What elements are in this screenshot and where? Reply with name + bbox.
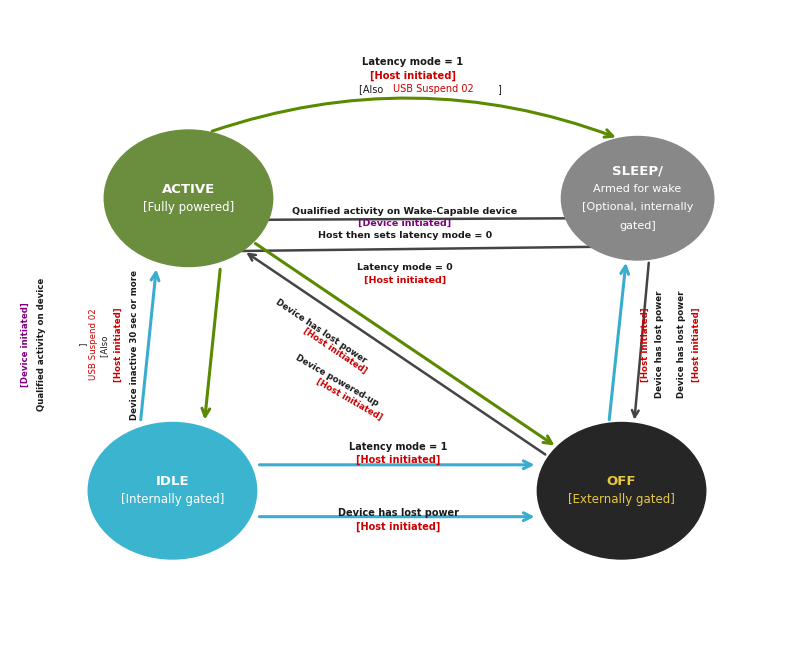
Text: [Host initiated]: [Host initiated] (114, 307, 124, 382)
Text: Device has lost power: Device has lost power (273, 298, 368, 365)
Text: ]: ] (497, 84, 501, 94)
Text: [Internally gated]: [Internally gated] (121, 493, 224, 506)
Text: [Fully powered]: [Fully powered] (143, 201, 234, 214)
Text: IDLE: IDLE (156, 475, 189, 488)
Circle shape (537, 422, 706, 559)
Text: Latency mode = 1: Latency mode = 1 (350, 442, 448, 452)
Text: Device has lost power: Device has lost power (654, 291, 664, 398)
Text: Latency mode = 1: Latency mode = 1 (363, 57, 464, 67)
Text: [Optional, internally: [Optional, internally (582, 202, 693, 213)
Text: USB Suspend 02: USB Suspend 02 (88, 309, 98, 380)
Text: USB Suspend 02: USB Suspend 02 (393, 84, 474, 94)
Text: [Host initiated]: [Host initiated] (356, 455, 441, 465)
Text: ACTIVE: ACTIVE (162, 183, 215, 196)
Circle shape (561, 136, 714, 260)
Text: SLEEP/: SLEEP/ (612, 164, 663, 177)
Text: Qualified activity on device: Qualified activity on device (37, 278, 47, 411)
Text: Device has lost power: Device has lost power (677, 291, 687, 398)
Text: Device powered-up: Device powered-up (294, 353, 380, 408)
Text: Device has lost power: Device has lost power (338, 508, 459, 519)
Text: Armed for wake: Armed for wake (593, 184, 682, 194)
Text: [Host initiated]: [Host initiated] (356, 521, 441, 532)
Text: [Host initiated]: [Host initiated] (302, 326, 369, 376)
Circle shape (104, 130, 273, 266)
Text: [Device initiated]: [Device initiated] (21, 302, 30, 387)
Text: [Device initiated]: [Device initiated] (358, 219, 452, 228)
Text: gated]: gated] (619, 220, 656, 231)
Text: ]: ] (78, 343, 87, 346)
Text: Latency mode = 0: Latency mode = 0 (357, 263, 453, 272)
Text: [Externally gated]: [Externally gated] (568, 493, 675, 506)
Text: [Host initiated]: [Host initiated] (370, 70, 456, 81)
Text: [Host initiated]: [Host initiated] (641, 307, 650, 382)
Text: [Host initiated]: [Host initiated] (314, 377, 383, 423)
Text: Device inactive 30 sec or more: Device inactive 30 sec or more (130, 270, 140, 419)
Text: [Also: [Also (359, 84, 387, 94)
Text: Qualified activity on Wake-Capable device: Qualified activity on Wake-Capable devic… (293, 207, 517, 216)
Text: [Also: [Also (99, 332, 109, 357)
Text: [Host initiated]: [Host initiated] (364, 276, 446, 285)
Text: [Host initiated]: [Host initiated] (691, 307, 701, 382)
Circle shape (88, 422, 257, 559)
Text: Host then sets latency mode = 0: Host then sets latency mode = 0 (318, 231, 492, 240)
Text: OFF: OFF (607, 475, 636, 488)
